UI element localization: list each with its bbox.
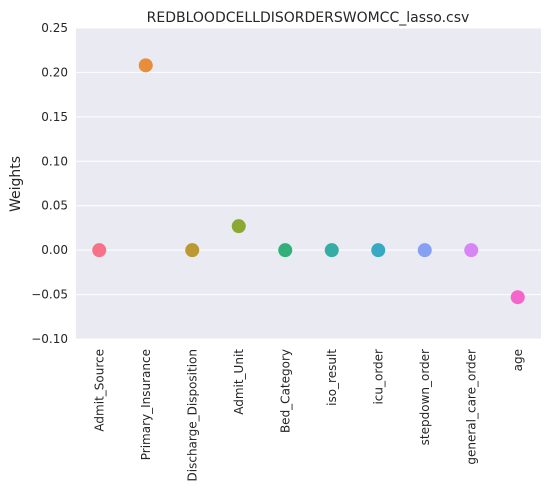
y-tick-label: 0.15 [41,110,68,124]
data-point-iso-result [324,243,339,258]
y-tick-label: −0.05 [31,288,68,302]
x-tick-label: Primary_Insurance [139,349,153,460]
y-tick-label: 0.05 [41,199,68,213]
y-tick-labels: 0.25 0.20 0.15 0.10 0.05 0.00 −0.05 −0.10 [31,21,68,346]
data-point-discharge-disposition [185,243,200,258]
grid-lines [76,27,541,340]
data-point-admit-unit [231,219,246,234]
x-tick-label: Bed_Category [278,349,292,433]
y-tick-label: 0.20 [41,65,68,79]
y-tick-label: 0.25 [41,21,68,35]
y-tick-label: −0.10 [31,332,68,346]
x-tick-label: stepdown_order [418,349,432,445]
plot-area [76,28,541,339]
x-tick-label: iso_result [325,349,339,406]
x-tick-label: Admit_Unit [232,349,246,415]
y-axis-label: Weights [8,156,24,212]
data-point-age [510,290,525,305]
data-point-stepdown-order [417,243,432,258]
data-points [92,58,525,305]
data-point-general-care-order [464,243,479,258]
x-tick-label: general_care_order [464,349,478,465]
data-point-admit-source [92,243,107,258]
data-point-icu-order [371,243,386,258]
x-tick-label: icu_order [371,349,385,405]
x-tick-label: age [511,349,525,371]
chart-title: REDBLOODCELLDISORDERSWOMCC_lasso.csv [147,10,470,26]
x-tick-label: Discharge_Disposition [185,349,199,481]
y-tick-label: 0.10 [41,154,68,168]
data-point-bed-category [278,243,293,258]
x-tick-labels: Admit_Source Primary_Insurance Discharge_D… [92,349,525,482]
x-tick-label: Admit_Source [92,349,106,432]
y-tick-label: 0.00 [41,243,68,257]
data-point-primary-insurance [138,58,153,73]
